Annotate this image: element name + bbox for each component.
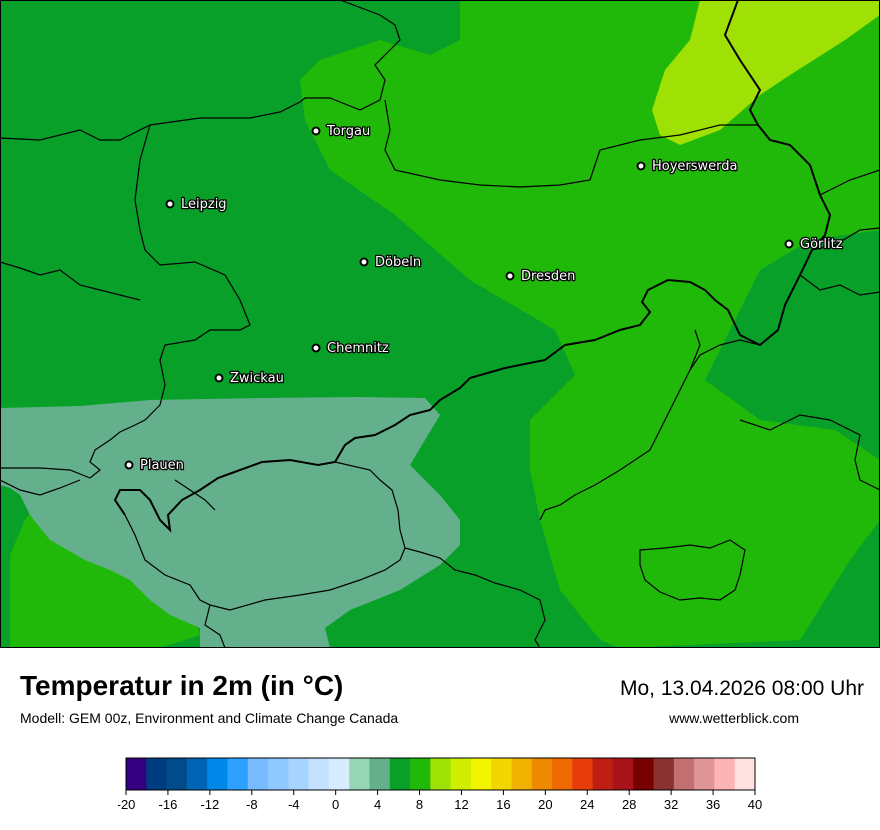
legend-tick-label: -20	[118, 797, 135, 812]
legend-swatch	[207, 758, 228, 790]
legend-tick-label: -4	[288, 797, 300, 812]
legend-swatch	[126, 758, 147, 790]
legend-swatch	[430, 758, 452, 790]
legend-tick-label: 40	[748, 797, 762, 812]
svg-text:Zwickau: Zwickau	[230, 371, 284, 386]
city-plauen: Plauen	[124, 457, 185, 474]
city-leipzig: Leipzig	[165, 196, 228, 213]
color-legend: -20 -16 -12 -8 -4 0 4 8 12 16 20 24 28 32 36 40	[117, 752, 768, 822]
legend-swatch	[166, 758, 188, 790]
legend-swatch	[328, 758, 350, 790]
legend-swatch	[247, 758, 269, 790]
state-border-southwest	[0, 261, 216, 511]
svg-text:Plauen: Plauen	[140, 458, 184, 473]
legend-tick-label: 24	[580, 797, 594, 812]
legend-swatch	[470, 758, 492, 790]
legend-swatch	[694, 758, 715, 790]
legend-swatch	[268, 758, 289, 790]
state-border-south	[124, 461, 546, 648]
legend-swatch	[552, 758, 573, 790]
model-source: Modell: GEM 00z, Environment and Climate…	[20, 710, 399, 726]
temp-zone-10-12	[652, 0, 880, 145]
svg-text:Torgau: Torgau	[326, 124, 370, 139]
legend-swatch	[491, 758, 513, 790]
legend-swatch	[572, 758, 594, 790]
legend-scale: -20 -16 -12 -8 -4 0 4 8 12 16 20 24 28 32 36 40	[117, 757, 762, 812]
legend-tick-label: 20	[538, 797, 552, 812]
legend-swatch	[450, 758, 472, 790]
map-title: Temperatur in 2m (in °C)	[20, 670, 344, 701]
legend-tick-label: 12	[454, 797, 468, 812]
state-border-east	[539, 169, 880, 521]
svg-text:Döbeln: Döbeln	[375, 255, 421, 270]
country-border	[113, 0, 832, 533]
svg-text:Görlitz: Görlitz	[800, 237, 843, 252]
website-link[interactable]: www.wetterblick.com	[669, 710, 799, 726]
legend-swatch	[349, 758, 370, 790]
state-border-west	[0, 124, 251, 479]
legend-tick-label: 0	[332, 797, 339, 812]
legend-swatch	[186, 758, 208, 790]
legend-swatch	[308, 758, 330, 790]
svg-text:Leipzig: Leipzig	[181, 197, 227, 212]
legend-swatch	[633, 758, 655, 790]
legend-swatch	[369, 758, 391, 790]
legend-swatch	[714, 758, 736, 790]
legend-tick-label: -8	[246, 797, 258, 812]
svg-text:Chemnitz: Chemnitz	[327, 341, 389, 356]
legend-tick-label: 32	[664, 797, 678, 812]
city-torgau: Torgau	[311, 123, 372, 140]
city-hoyerswerda: Hoyerswerda	[636, 158, 739, 175]
temperature-map: Torgau Hoyerswerda Leipzig Döbeln Dresde…	[0, 0, 880, 648]
legend-tick-label: -12	[200, 797, 219, 812]
map-canvas: Torgau Hoyerswerda Leipzig Döbeln Dresde…	[0, 0, 880, 648]
legend-swatch	[389, 758, 411, 790]
forecast-datetime: Mo, 13.04.2026 08:00 Uhr	[619, 677, 864, 700]
legend-swatch	[227, 758, 249, 790]
state-border-north	[0, 0, 758, 188]
legend-swatch	[592, 758, 614, 790]
legend-swatch	[734, 758, 756, 790]
legend-swatch	[531, 758, 553, 790]
legend-swatch	[146, 758, 168, 790]
svg-text:Dresden: Dresden	[521, 269, 575, 284]
legend-tick-label: 4	[374, 797, 381, 812]
district-border-czech	[639, 539, 746, 601]
temp-zone-8-10-east	[300, 0, 880, 648]
borders	[0, 0, 880, 648]
city-zwickau: Zwickau	[214, 370, 285, 387]
legend-swatch	[288, 758, 310, 790]
legend-tick-label: -16	[159, 797, 178, 812]
legend-swatch	[511, 758, 533, 790]
city-chemnitz: Chemnitz	[311, 340, 390, 357]
legend-tick-label: 16	[496, 797, 510, 812]
legend-swatch	[653, 758, 675, 790]
legend-swatch	[673, 758, 695, 790]
legend-tick-label: 8	[416, 797, 423, 812]
svg-text:Hoyerswerda: Hoyerswerda	[652, 159, 738, 174]
legend-swatch	[410, 758, 431, 790]
city-dresden: Dresden	[505, 268, 577, 285]
city-markers: Torgau Hoyerswerda Leipzig Döbeln Dresde…	[124, 123, 844, 474]
city-goerlitz: Görlitz	[784, 236, 844, 253]
city-doebeln: Döbeln	[359, 254, 422, 271]
legend-tick-label: 28	[622, 797, 636, 812]
legend-swatch	[612, 758, 634, 790]
legend-frame	[125, 757, 756, 791]
legend-tick-label: 36	[706, 797, 720, 812]
